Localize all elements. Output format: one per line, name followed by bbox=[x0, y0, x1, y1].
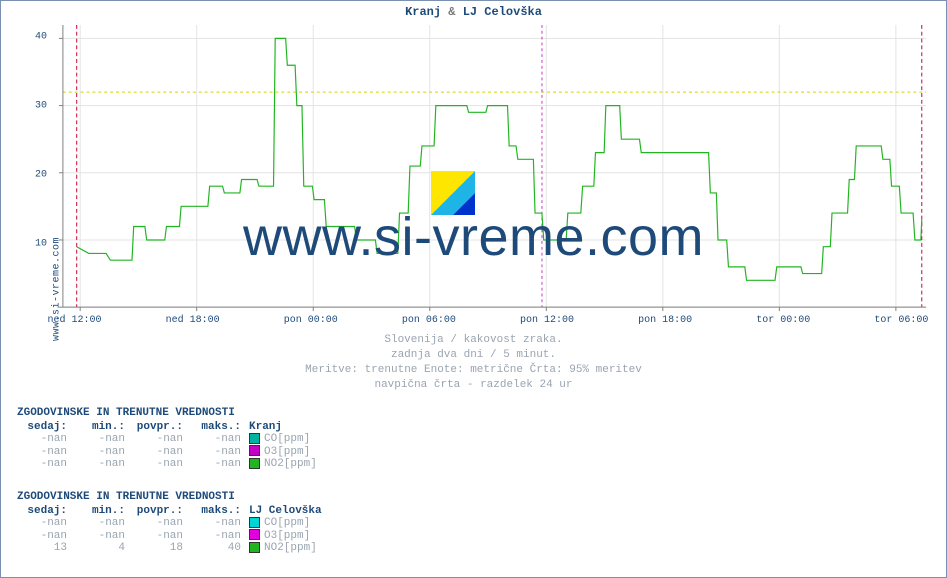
title-sep: & bbox=[448, 5, 455, 19]
legend-val: -nan bbox=[17, 529, 75, 541]
legend-val: -nan bbox=[133, 445, 191, 457]
xtick-label: pon 18:00 bbox=[638, 315, 692, 326]
legend-swatch-cell bbox=[249, 529, 264, 541]
legend-table-1: sedaj: min.: povpr.: maks.: Kranj -nan -… bbox=[17, 421, 334, 470]
lh-station: Kranj bbox=[249, 421, 334, 433]
legend-val: -nan bbox=[17, 458, 75, 470]
legend-val: -nan bbox=[75, 517, 133, 529]
legend-label: CO[ppm] bbox=[264, 517, 334, 529]
caption-l2: zadnja dva dni / 5 minut. bbox=[1, 348, 946, 363]
y-ticks: 10203040 bbox=[1, 23, 53, 313]
legend-row: -nan -nan -nan -nan CO[ppm] bbox=[17, 433, 334, 445]
legend-val: -nan bbox=[75, 433, 133, 445]
lh-min: min.: bbox=[75, 421, 133, 433]
legend-table-2: sedaj: min.: povpr.: maks.: LJ Celovška … bbox=[17, 505, 334, 554]
lh-min: min.: bbox=[75, 505, 133, 517]
legend-val: 4 bbox=[75, 542, 133, 554]
chart-title: Kranj & LJ Celovška bbox=[1, 5, 946, 19]
legend-val: -nan bbox=[17, 445, 75, 457]
legend-val: -nan bbox=[133, 517, 191, 529]
legend-val: 13 bbox=[17, 542, 75, 554]
legend-label: CO[ppm] bbox=[264, 433, 334, 445]
title-right: LJ Celovška bbox=[463, 5, 542, 19]
legend-swatch-cell bbox=[249, 433, 264, 445]
legend-block-2: ZGODOVINSKE IN TRENUTNE VREDNOSTI sedaj:… bbox=[17, 491, 334, 554]
legend-val: -nan bbox=[191, 433, 249, 445]
legend-val: -nan bbox=[191, 529, 249, 541]
chart-svg bbox=[57, 23, 932, 313]
legend-val: -nan bbox=[17, 433, 75, 445]
chart-caption: Slovenija / kakovost zraka. zadnja dva d… bbox=[1, 333, 946, 392]
legend-heading: ZGODOVINSKE IN TRENUTNE VREDNOSTI bbox=[17, 407, 334, 419]
legend-label: NO2[ppm] bbox=[264, 458, 334, 470]
legend-val: -nan bbox=[17, 517, 75, 529]
xtick-label: pon 12:00 bbox=[520, 315, 574, 326]
swatch-icon bbox=[249, 433, 260, 444]
legend-row: -nan -nan -nan -nan NO2[ppm] bbox=[17, 458, 334, 470]
legend-val: -nan bbox=[75, 529, 133, 541]
legend-val: -nan bbox=[75, 458, 133, 470]
xtick-label: tor 06:00 bbox=[874, 315, 928, 326]
legend-val: 18 bbox=[133, 542, 191, 554]
xtick-label: ned 18:00 bbox=[166, 315, 220, 326]
legend-row: -nan -nan -nan -nan O3[ppm] bbox=[17, 529, 334, 541]
legend-row: -nan -nan -nan -nan O3[ppm] bbox=[17, 445, 334, 457]
caption-l3: Meritve: trenutne Enote: metrične Črta: … bbox=[1, 363, 946, 378]
swatch-icon bbox=[249, 445, 260, 456]
legend-val: 40 bbox=[191, 542, 249, 554]
xtick-label: ned 12:00 bbox=[47, 315, 101, 326]
lh-povpr: povpr.: bbox=[133, 505, 191, 517]
legend-row: -nan -nan -nan -nan CO[ppm] bbox=[17, 517, 334, 529]
swatch-icon bbox=[249, 458, 260, 469]
legend-val: -nan bbox=[133, 529, 191, 541]
legend-val: -nan bbox=[191, 458, 249, 470]
legend-val: -nan bbox=[75, 445, 133, 457]
title-left: Kranj bbox=[405, 5, 441, 19]
ytick-label: 40 bbox=[35, 31, 47, 42]
lh-maks: maks.: bbox=[191, 505, 249, 517]
legend-heading: ZGODOVINSKE IN TRENUTNE VREDNOSTI bbox=[17, 491, 334, 503]
lh-sedaj: sedaj: bbox=[17, 421, 75, 433]
lh-sedaj: sedaj: bbox=[17, 505, 75, 517]
swatch-icon bbox=[249, 529, 260, 540]
xtick-label: pon 00:00 bbox=[284, 315, 338, 326]
legend-val: -nan bbox=[191, 517, 249, 529]
legend-val: -nan bbox=[133, 433, 191, 445]
lh-maks: maks.: bbox=[191, 421, 249, 433]
legend-val: -nan bbox=[191, 445, 249, 457]
xtick-label: pon 06:00 bbox=[402, 315, 456, 326]
legend-block-1: ZGODOVINSKE IN TRENUTNE VREDNOSTI sedaj:… bbox=[17, 407, 334, 470]
watermark-text: www.si-vreme.com bbox=[1, 206, 946, 268]
caption-l4: navpična črta - razdelek 24 ur bbox=[1, 378, 946, 393]
xtick-label: tor 00:00 bbox=[756, 315, 810, 326]
ytick-label: 20 bbox=[35, 169, 47, 180]
lh-station: LJ Celovška bbox=[249, 505, 334, 517]
legend-label: O3[ppm] bbox=[264, 445, 334, 457]
x-ticks: ned 12:00ned 18:00pon 00:00pon 06:00pon … bbox=[57, 315, 932, 329]
legend-label: O3[ppm] bbox=[264, 529, 334, 541]
legend-row: 13 4 18 40 NO2[ppm] bbox=[17, 542, 334, 554]
legend-swatch-cell bbox=[249, 445, 264, 457]
legend-swatch-cell bbox=[249, 542, 264, 554]
caption-l1: Slovenija / kakovost zraka. bbox=[1, 333, 946, 348]
legend-val: -nan bbox=[133, 458, 191, 470]
chart-frame: Kranj & LJ Celovška www.si-vreme.com 102… bbox=[0, 0, 947, 578]
legend-label: NO2[ppm] bbox=[264, 542, 334, 554]
legend-swatch-cell bbox=[249, 458, 264, 470]
swatch-icon bbox=[249, 542, 260, 553]
lh-povpr: povpr.: bbox=[133, 421, 191, 433]
chart-plot-area bbox=[57, 23, 932, 313]
legend-swatch-cell bbox=[249, 517, 264, 529]
ytick-label: 30 bbox=[35, 100, 47, 111]
swatch-icon bbox=[249, 517, 260, 528]
